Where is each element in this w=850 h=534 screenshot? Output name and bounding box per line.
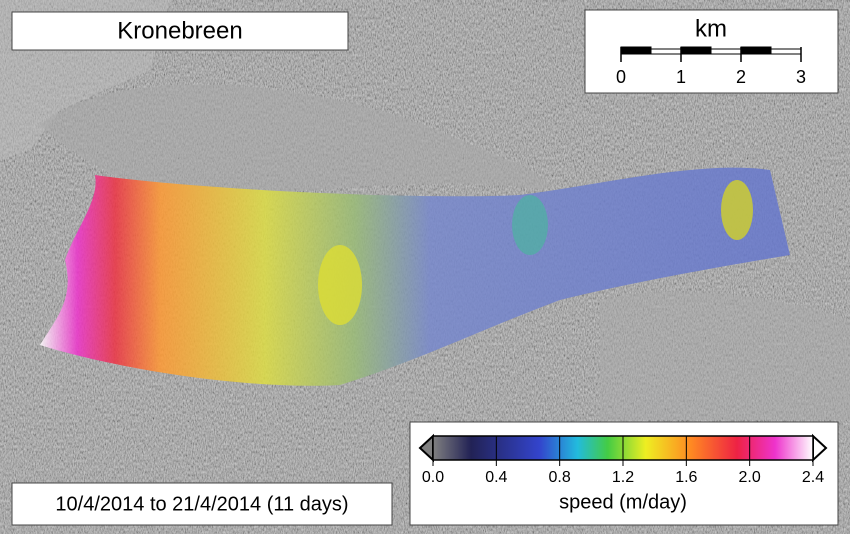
velocity-patch	[512, 195, 548, 255]
colorbar-tick-label: 0.4	[485, 469, 507, 486]
velocity-patch	[721, 180, 753, 240]
colorbar-tick-label: 1.6	[675, 469, 697, 486]
colorbar-tick-label: 0.8	[549, 469, 571, 486]
scale-segment	[680, 46, 712, 55]
scale-tick-label: 3	[796, 67, 806, 87]
colorbar-label: speed (m/day)	[559, 491, 687, 513]
velocity-overlay	[40, 167, 790, 386]
colorbar-tick-label: 1.2	[612, 469, 634, 486]
scale-segment	[740, 46, 772, 55]
colorbar-tick-label: 2.0	[739, 469, 761, 486]
title: Kronebreen	[117, 17, 242, 44]
scale-tick-label: 1	[676, 67, 686, 87]
title-box	[11, 11, 349, 51]
nunatak	[40, 84, 549, 200]
scale-unit: km	[695, 15, 727, 42]
colorbar-ticks: 0.0 0.4 0.8 1.2 1.6 2.0 2.4	[422, 436, 824, 486]
velocity-patch	[318, 245, 362, 325]
scale-tick-label: 2	[736, 67, 746, 87]
colorbar-tick-label: 2.4	[802, 469, 824, 486]
scale-segment	[620, 46, 652, 55]
scale-segment	[710, 48, 742, 55]
date-range: 10/4/2014 to 21/4/2014 (11 days)	[55, 493, 348, 515]
moraine	[600, 291, 850, 420]
date-box	[11, 482, 393, 526]
scale-segment	[770, 48, 802, 55]
scale-segment	[650, 48, 682, 55]
scale-bar: 0 1 2 3	[616, 46, 806, 87]
colorbar-tick-label: 0.0	[422, 469, 444, 486]
scale-tick-label: 0	[616, 67, 626, 87]
